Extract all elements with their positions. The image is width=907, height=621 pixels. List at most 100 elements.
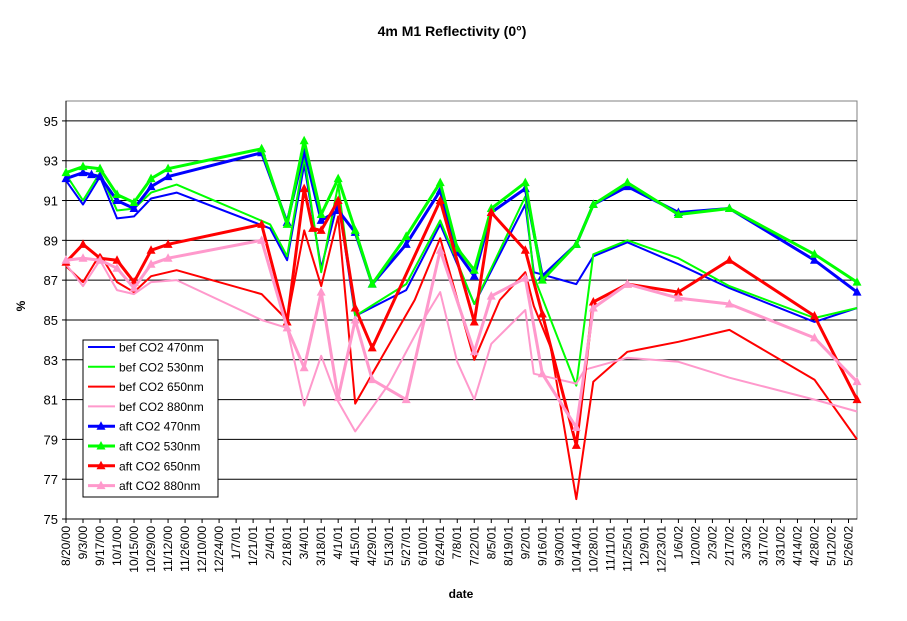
series-bef-co2-880nm <box>65 259 858 433</box>
data-point <box>401 239 411 248</box>
y-axis-ticks: 75 77 79 81 83 85 87 89 91 93 95 <box>44 101 857 527</box>
x-tick-label: 12/23/01 <box>654 526 668 573</box>
legend-label: aft CO2 470nm <box>119 420 200 434</box>
data-point <box>146 259 156 268</box>
x-tick-label: 9/16/01 <box>535 526 549 566</box>
series-aft-co2-530nm <box>61 135 862 288</box>
data-point <box>129 197 139 207</box>
legend: bef CO2 470nm bef CO2 530nm bef CO2 650nm b… <box>82 339 219 498</box>
data-point <box>163 239 173 248</box>
x-tick-label: 5/26/02 <box>841 526 855 566</box>
legend-marker <box>96 421 106 430</box>
data-point <box>112 263 122 272</box>
data-point <box>401 231 411 240</box>
data-point <box>571 422 581 431</box>
x-tick-label: 2/3/02 <box>705 526 719 560</box>
legend-item: aft CO2 880nm <box>88 479 200 493</box>
x-tick-label: 2/18/01 <box>280 526 294 566</box>
data-point <box>299 135 309 145</box>
series-line <box>65 139 858 286</box>
legend-label: bef CO2 470nm <box>119 341 204 355</box>
data-point <box>87 169 97 179</box>
data-point <box>299 183 309 193</box>
legend-item: bef CO2 650nm <box>88 380 204 394</box>
y-tick-label: 93 <box>44 154 58 169</box>
x-tick-label: 10/29/00 <box>144 526 158 573</box>
data-point <box>588 199 598 209</box>
data-point <box>571 239 581 248</box>
data-point <box>95 255 105 264</box>
data-point <box>146 173 156 183</box>
x-tick-label: 8/20/00 <box>59 526 73 566</box>
legend-marker <box>96 441 106 450</box>
data-point <box>537 368 547 378</box>
x-tick-label: 11/26/00 <box>178 526 192 572</box>
x-tick-label: 9/17/00 <box>93 526 107 566</box>
data-point <box>809 255 819 264</box>
data-point <box>350 303 360 312</box>
data-point <box>520 273 530 282</box>
data-point <box>852 394 862 404</box>
data-point <box>724 203 734 212</box>
legend-marker <box>96 460 106 470</box>
data-point <box>95 171 105 181</box>
legend-item: bef CO2 880nm <box>88 400 204 414</box>
legend-item: bef CO2 470nm <box>88 341 204 355</box>
x-tick-label: 9/2/01 <box>518 526 532 560</box>
legend-label: bef CO2 880nm <box>119 400 204 414</box>
data-point <box>571 440 581 449</box>
data-point <box>112 255 122 264</box>
legend-item: aft CO2 470nm <box>88 420 200 434</box>
legend-label: aft CO2 880nm <box>119 479 200 493</box>
legend-item: bef CO2 530nm <box>88 360 204 374</box>
series-line <box>65 259 858 433</box>
data-point <box>673 209 683 218</box>
data-point <box>129 203 139 212</box>
x-tick-label: 11/25/01 <box>620 526 634 572</box>
data-point <box>282 322 292 332</box>
data-point <box>469 265 479 274</box>
data-point <box>520 245 530 254</box>
data-point <box>469 271 479 280</box>
data-point <box>435 195 445 205</box>
data-point <box>809 310 819 320</box>
x-tick-label: 3/4/01 <box>297 526 311 560</box>
x-tick-label: 4/29/01 <box>365 526 379 566</box>
x-tick-label: 12/10/00 <box>195 526 209 573</box>
data-point <box>852 376 862 386</box>
data-point <box>367 279 377 288</box>
chart-title: 4m M1 Reflectivity (0°) <box>378 23 527 39</box>
data-point <box>257 235 267 244</box>
x-tick-label: 6/10/01 <box>416 526 430 566</box>
legend-label: aft CO2 530nm <box>119 440 200 454</box>
x-tick-label: 1/20/02 <box>688 526 702 566</box>
data-point <box>588 303 598 312</box>
data-point <box>537 275 547 284</box>
x-tick-label: 5/12/02 <box>824 526 838 566</box>
data-point <box>809 249 819 258</box>
data-point <box>622 279 632 288</box>
x-tick-label: 10/14/01 <box>569 526 583 573</box>
data-point <box>588 297 598 306</box>
data-point <box>809 332 819 342</box>
x-tick-label: 10/28/01 <box>586 526 600 573</box>
y-tick-label: 83 <box>44 353 58 368</box>
data-point <box>316 215 326 224</box>
data-point <box>316 209 326 218</box>
y-axis-title: % <box>14 300 28 311</box>
y-tick-label: 79 <box>44 432 58 447</box>
data-point <box>163 163 173 173</box>
x-tick-label: 2/4/01 <box>263 526 277 560</box>
x-tick-label: 8/5/01 <box>484 526 498 560</box>
x-tick-label: 7/8/01 <box>450 526 464 560</box>
x-tick-label: 5/13/01 <box>382 526 396 566</box>
data-point <box>112 189 122 199</box>
x-tick-label: 3/3/02 <box>739 526 753 560</box>
x-tick-label: 4/15/01 <box>348 526 362 566</box>
data-point <box>333 195 343 205</box>
data-point <box>435 177 445 187</box>
y-tick-label: 95 <box>44 114 58 129</box>
legend-label: bef CO2 650nm <box>119 380 204 394</box>
data-point <box>469 316 479 326</box>
